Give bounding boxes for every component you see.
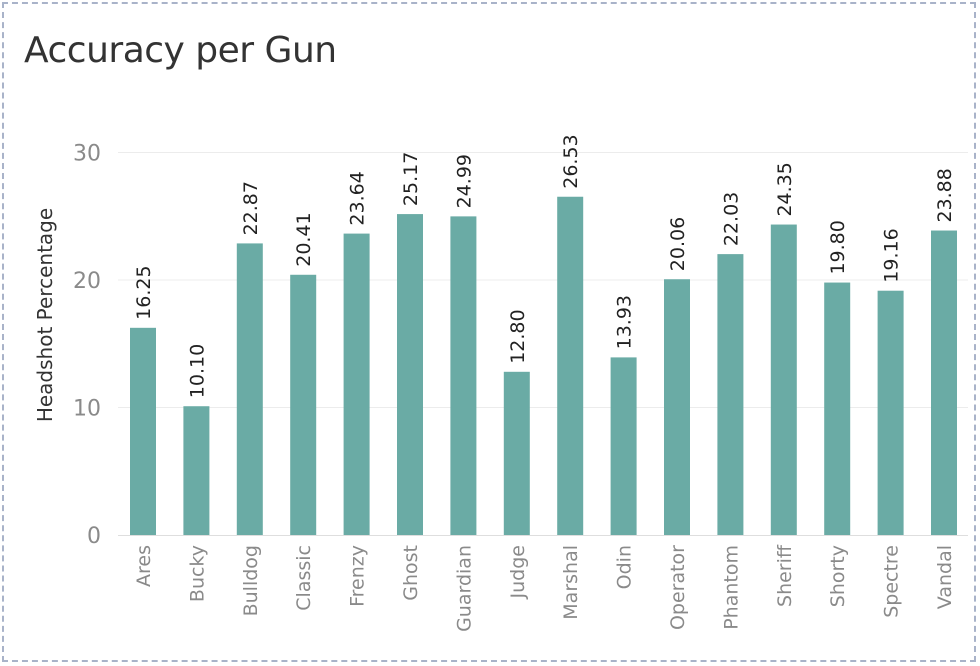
bar xyxy=(717,254,744,535)
bar xyxy=(664,279,690,535)
bar xyxy=(610,357,637,535)
bar xyxy=(931,230,957,535)
bar-value-label: 19.80 xyxy=(827,220,849,274)
y-tick-label: 0 xyxy=(87,524,101,549)
x-category-label: Vandal xyxy=(934,545,956,609)
bar-value-label: 12.80 xyxy=(507,309,529,363)
x-category-label: Spectre xyxy=(881,545,903,618)
x-category-label: Ghost xyxy=(400,545,422,601)
bar-value-label: 13.93 xyxy=(614,295,636,349)
bar-value-label: 16.25 xyxy=(133,265,155,319)
bar-value-label: 19.16 xyxy=(881,228,903,282)
bar-value-label: 24.35 xyxy=(774,162,796,216)
bar xyxy=(183,406,210,535)
bar xyxy=(397,214,423,535)
bar-value-label: 10.10 xyxy=(186,344,208,398)
bar xyxy=(343,233,370,535)
x-category-label: Judge xyxy=(507,545,529,599)
y-tick-label: 30 xyxy=(73,142,101,167)
bar xyxy=(236,243,263,535)
x-category-label: Phantom xyxy=(720,545,742,630)
x-category-label: Frenzy xyxy=(347,545,369,607)
x-category-label: Guardian xyxy=(453,545,475,632)
y-axis-label: Headshot Percentage xyxy=(33,208,57,422)
bar xyxy=(130,327,156,535)
x-category-label: Shorty xyxy=(827,545,849,607)
x-category-label: Marshal xyxy=(560,545,582,620)
bar-value-label: 23.64 xyxy=(347,171,369,225)
bar xyxy=(503,371,530,535)
x-category-label: Sheriff xyxy=(774,544,796,607)
bar-value-label: 20.41 xyxy=(293,212,315,266)
bar-value-label: 24.99 xyxy=(453,154,475,208)
bar-value-label: 22.87 xyxy=(240,181,262,235)
chart-title: Accuracy per Gun xyxy=(24,30,337,71)
bar xyxy=(557,196,584,535)
x-category-label: Classic xyxy=(293,545,315,611)
bar xyxy=(450,216,477,535)
value-labels: 16.25 10.10 22.87 20.41 23.64 25.17 24.99 12.80… xyxy=(133,134,956,398)
bar xyxy=(824,282,851,535)
y-axis-ticks: 0 10 20 30 xyxy=(73,142,101,550)
x-axis-categories: Ares Bucky Bulldog Classic Frenzy Ghost Guardi… xyxy=(133,544,956,632)
bar xyxy=(877,290,904,535)
x-category-label: Bucky xyxy=(186,545,208,602)
bar-value-label: 20.06 xyxy=(667,217,689,271)
x-category-label: Operator xyxy=(667,545,689,630)
x-category-label: Ares xyxy=(133,545,155,587)
bar-value-label: 22.03 xyxy=(720,192,742,246)
bar-value-label: 23.88 xyxy=(934,168,956,222)
bars xyxy=(130,196,957,535)
bar-value-label: 26.53 xyxy=(560,134,582,188)
x-category-label: Odin xyxy=(614,545,636,589)
bar-value-label: 25.17 xyxy=(400,152,422,206)
bar xyxy=(770,224,797,535)
y-tick-label: 20 xyxy=(73,269,101,294)
x-category-label: Bulldog xyxy=(240,545,262,616)
y-tick-label: 10 xyxy=(73,397,101,422)
bar xyxy=(290,274,317,535)
